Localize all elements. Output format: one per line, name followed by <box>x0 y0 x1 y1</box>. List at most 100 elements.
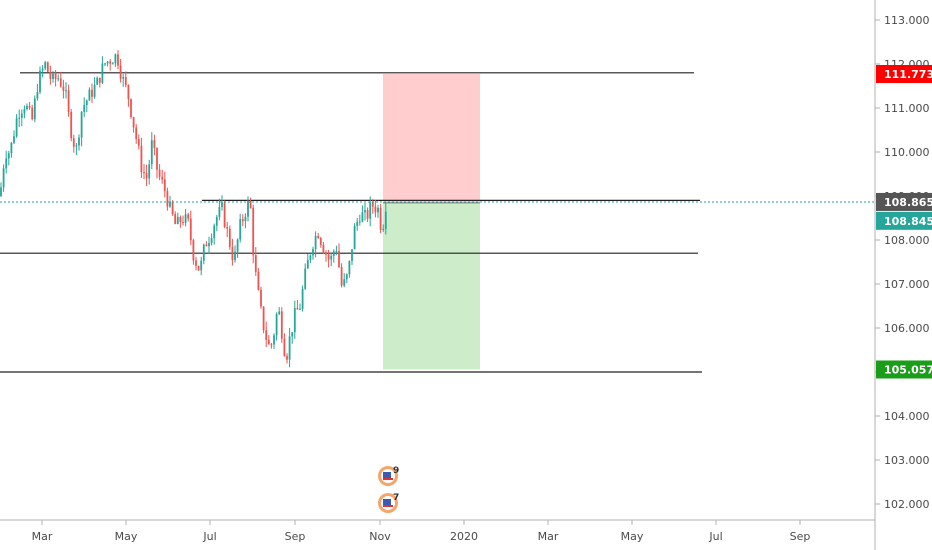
candle-body <box>98 77 101 83</box>
x-tick-label: Nov <box>369 530 391 543</box>
candle-body <box>124 77 127 86</box>
candle-body <box>85 100 88 106</box>
candle-body <box>338 251 340 268</box>
candle-body <box>382 228 385 230</box>
candle-body <box>358 221 361 223</box>
x-tick-label: Jul <box>202 530 216 543</box>
candle-body <box>247 201 249 217</box>
candle-body <box>301 288 304 309</box>
candle-body <box>93 84 96 97</box>
candle-body <box>153 140 156 148</box>
candle-body <box>13 136 15 143</box>
candle-body <box>275 314 278 336</box>
candle-body <box>265 330 268 340</box>
candle-body <box>189 218 192 241</box>
candle-body <box>278 311 281 315</box>
y-tick-label: 102.000 <box>884 498 930 511</box>
candle-body <box>166 190 169 207</box>
candle-body <box>96 77 99 85</box>
candle-body <box>140 145 143 173</box>
candle-body <box>384 211 387 229</box>
candle-body <box>202 244 205 261</box>
candle-body <box>91 89 93 97</box>
candle-body <box>57 78 60 80</box>
candle-body <box>119 65 122 79</box>
candle-body <box>114 54 117 64</box>
candle-body <box>104 63 106 65</box>
x-tick-label: Mar <box>32 530 53 543</box>
candle-body <box>205 244 208 247</box>
y-tick-label: 103.000 <box>884 454 930 467</box>
candle-body <box>163 179 166 191</box>
candle-body <box>184 214 187 223</box>
candle-body <box>317 235 320 239</box>
candle-body <box>286 355 288 360</box>
take-profit-zone[interactable] <box>383 202 480 370</box>
candle-body <box>241 219 244 222</box>
y-tick-label: 108.000 <box>884 234 930 247</box>
candle-body <box>330 255 333 260</box>
candle-body <box>26 105 28 110</box>
candle-body <box>223 202 226 228</box>
candle-body <box>369 202 372 219</box>
price-badge-label: 105.057 <box>884 363 932 376</box>
time-axis[interactable]: Mar May Jul Sep Nov 2020 Mar May Jul Sep <box>32 520 811 543</box>
price-badge-label: 108.845 <box>884 215 932 228</box>
y-tick-label: 110.000 <box>884 146 930 159</box>
candle-body <box>10 142 13 154</box>
candle-body <box>215 216 218 226</box>
economic-events[interactable]: 97 <box>378 466 399 513</box>
price-badge: 108.865 <box>876 192 932 211</box>
candle-body <box>117 54 119 66</box>
candle-body <box>75 145 78 147</box>
candle-body <box>52 73 54 79</box>
x-tick-label: May <box>621 530 644 543</box>
candle-body <box>210 238 213 244</box>
candle-body <box>351 249 353 261</box>
candle-body <box>33 98 36 120</box>
candle-body <box>106 61 109 64</box>
candle-body <box>335 251 338 253</box>
y-tick-label: 107.000 <box>884 278 930 291</box>
candle-body <box>174 214 177 225</box>
event-flag-icon[interactable]: 9 <box>378 466 399 486</box>
stop-loss-zone[interactable] <box>383 73 480 203</box>
x-tick-label: May <box>115 530 138 543</box>
candle-body <box>234 251 236 261</box>
candle-body <box>364 210 366 213</box>
candle-body <box>226 227 229 229</box>
candle-body <box>270 344 273 346</box>
candle-body <box>327 254 330 260</box>
candle-body <box>239 219 242 240</box>
candle-body <box>101 63 104 83</box>
candle-body <box>161 176 164 180</box>
candle-body <box>213 225 216 239</box>
price-badge: 108.845 <box>876 211 932 230</box>
candle-body <box>179 217 182 223</box>
candle-body <box>7 153 10 159</box>
candle-body <box>244 216 247 222</box>
candle-body <box>145 173 148 179</box>
candle-body <box>345 274 348 280</box>
candle-body <box>283 338 286 356</box>
candle-body <box>122 77 125 79</box>
candle-body <box>221 202 223 208</box>
candle-body <box>176 217 179 225</box>
candle-body <box>228 228 231 247</box>
candle-body <box>156 147 158 170</box>
candle-body <box>280 311 283 339</box>
candle-body <box>353 225 356 250</box>
event-flag-icon[interactable]: 7 <box>378 493 399 513</box>
price-axis[interactable]: 113.000112.000111.000110.000109.000108.0… <box>875 14 930 511</box>
candle-body <box>208 243 210 247</box>
y-tick-label: 113.000 <box>884 14 930 27</box>
candle-body <box>62 86 65 91</box>
candle-body <box>67 90 70 112</box>
candle-body <box>312 249 314 256</box>
candle-body <box>314 235 317 250</box>
candle-body <box>31 107 34 120</box>
candle-body <box>143 172 145 174</box>
candle-body <box>195 260 197 266</box>
candle-body <box>192 240 195 261</box>
